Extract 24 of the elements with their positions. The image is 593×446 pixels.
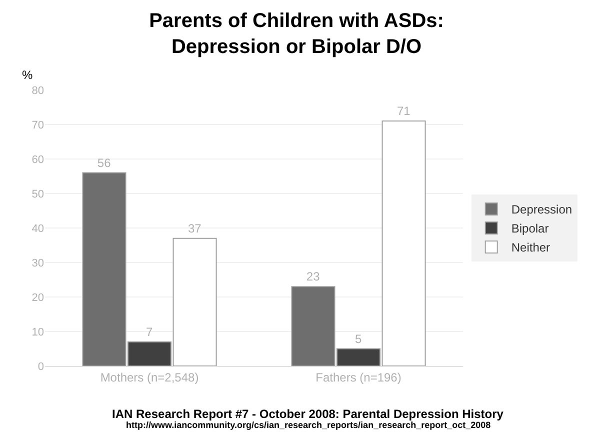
data-label: 71 [396, 104, 411, 118]
data-label: 23 [306, 270, 320, 284]
data-label: 7 [146, 324, 153, 339]
x-tick-label: Mothers (n=2,548) [100, 370, 199, 384]
text: http://www.iancommunity.org/cs/ian_research_reports/ian_research_report_oct_2008 [126, 420, 491, 430]
data-label: 37 [188, 221, 202, 236]
y-tick-label: 20 [32, 292, 44, 304]
y-tick-label: 70 [32, 119, 44, 132]
legend-label: Bipolar [511, 222, 549, 236]
y-tick-label: 30 [32, 257, 44, 270]
y-tick-label: 0 [38, 360, 44, 373]
y-axis-title: % [22, 68, 33, 82]
text: IAN Research Report #7 - October 2008: Parental Depression History [112, 407, 504, 421]
data-label: 5 [355, 332, 362, 346]
x-tick-label: Fathers (n=196) [316, 370, 402, 384]
chart-title: Parents of Children with ASDs: Depression or Bipolar D/O [149, 10, 444, 58]
data-label: 56 [97, 156, 112, 170]
y-tick-label: 50 [32, 188, 44, 200]
legend-label: Depression [511, 202, 572, 217]
y-tick-label: 40 [32, 222, 44, 235]
y-tick-label: 10 [32, 326, 44, 338]
y-tick-label: 60 [32, 154, 44, 166]
legend-label: Neither [511, 240, 550, 255]
y-tick-label: 80 [32, 84, 44, 97]
